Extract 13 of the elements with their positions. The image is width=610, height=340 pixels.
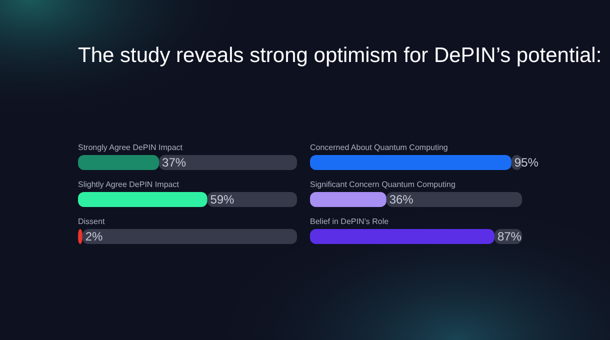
y-tick-label: Belief in DePIN’s Role	[310, 217, 390, 226]
y-tick-label: Dissent	[78, 217, 106, 226]
data-label: 87%	[497, 230, 522, 244]
y-tick-label: Significant Concern Quantum Computing	[310, 180, 456, 189]
data-label: 37%	[162, 156, 186, 170]
data-label: 95%	[514, 156, 539, 170]
data-label: 36%	[389, 192, 414, 206]
y-tick-label: Slightly Agree DePIN Impact	[78, 180, 180, 189]
y-tick-label: Concerned About Quantum Computing	[310, 143, 448, 152]
text: The study reveals strong optimism for DePIN’s potential:	[78, 44, 602, 67]
data-label: 59%	[210, 192, 235, 206]
y-tick-label: Strongly Agree DePIN Impact	[78, 143, 184, 152]
data-label: 2%	[85, 230, 104, 244]
